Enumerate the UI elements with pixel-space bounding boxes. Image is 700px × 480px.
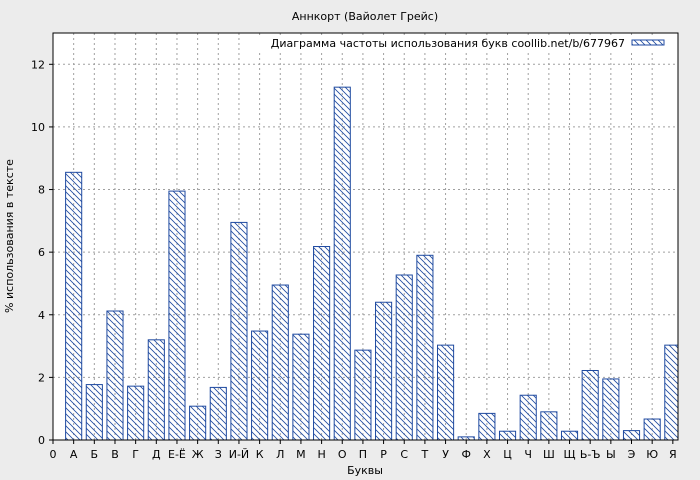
bar-К [251,330,269,441]
x-tick-label: Ц [503,448,512,461]
y-axis: 0 2 4 6 8 10 12 [31,58,53,447]
x-tick-label: Л [276,448,284,461]
bar-И-Й [230,221,248,441]
bar-Ю [643,418,661,441]
x-tick-label: Г [132,448,139,461]
y-tick-label: 12 [31,58,45,71]
bar-Ь-Ъ [581,369,599,441]
x-tick-label: 0 [50,448,57,461]
bar-Н [313,246,331,441]
bar-З [209,386,227,441]
bar-Ж [189,405,207,441]
y-tick-label: 4 [38,309,45,322]
legend-label: Диаграмма частоты использования букв coo… [271,37,625,50]
bar-Ш [540,411,558,441]
bar-Т [416,254,434,441]
x-tick-label: Ж [192,448,204,461]
x-tick-label: Н [317,448,325,461]
y-tick-label: 10 [31,121,45,134]
x-tick-label: А [70,448,78,461]
x-tick-label: Ф [461,448,470,461]
legend-box [240,36,672,50]
x-tick-label: И-Й [229,448,249,461]
x-tick-label: К [256,448,264,461]
bar-Ы [602,378,620,441]
y-tick-label: 0 [38,434,45,447]
x-tick-label: Ы [606,448,616,461]
x-tick-label: Б [91,448,99,461]
x-tick-label: З [215,448,222,461]
bar-С [395,274,413,441]
bar-Г [127,385,145,441]
bar-Б [85,384,103,441]
bar-Х [478,412,496,441]
y-tick-label: 8 [38,184,45,197]
x-axis: 0 А Б В Г Д Е-Ё Ж З И-Й К Л М Н О П Р С Т У Ф Х Ц Ч Ш Щ Ь-Ъ Ы Э Ю Я [50,440,677,461]
x-tick-label: Р [380,448,387,461]
bar-М [292,333,310,441]
bar-Ц [498,430,517,441]
bar-О [333,86,351,441]
bar-У [437,344,455,441]
y-axis-label: % использования в тексте [3,159,16,313]
x-axis-label: Буквы [347,464,383,477]
bar-А [65,171,83,441]
chart-title: Аннкорт (Вайолет Грейс) [292,10,438,23]
x-tick-label: Я [669,448,677,461]
x-tick-label: Щ [564,448,576,461]
x-tick-label: У [442,448,449,461]
x-tick-label: С [400,448,408,461]
x-tick-label: П [359,448,367,461]
x-tick-label: Э [628,448,636,461]
x-tick-label: Ю [646,448,658,461]
bar-Ч [519,394,537,441]
x-tick-label: М [296,448,306,461]
x-tick-label: В [111,448,119,461]
bar-Я [664,344,679,441]
bar-В [106,310,124,441]
bar-П [354,349,372,441]
x-tick-label: Х [483,448,491,461]
bar-Л [271,284,289,441]
bar-Э [622,430,641,441]
x-tick-label: Ь-Ъ [580,448,601,461]
grid-lines [53,33,678,440]
plot-frame [52,32,679,441]
x-tick-label: Д [152,448,161,461]
y-tick-label: 6 [38,246,45,259]
bar-Р [375,301,393,441]
x-tick-label: Ч [524,448,532,461]
legend-swatch [631,39,665,46]
x-tick-label: Т [421,448,429,461]
bar-Щ [560,430,579,441]
bar-Д [147,339,165,441]
x-tick-label: Е-Ё [168,448,186,461]
x-tick-label: Ш [543,448,555,461]
legend: Диаграмма частоты использования букв coo… [240,36,672,50]
x-tick-label: О [338,448,347,461]
y-tick-label: 2 [38,371,45,384]
bar-Е-Ё [168,190,186,441]
